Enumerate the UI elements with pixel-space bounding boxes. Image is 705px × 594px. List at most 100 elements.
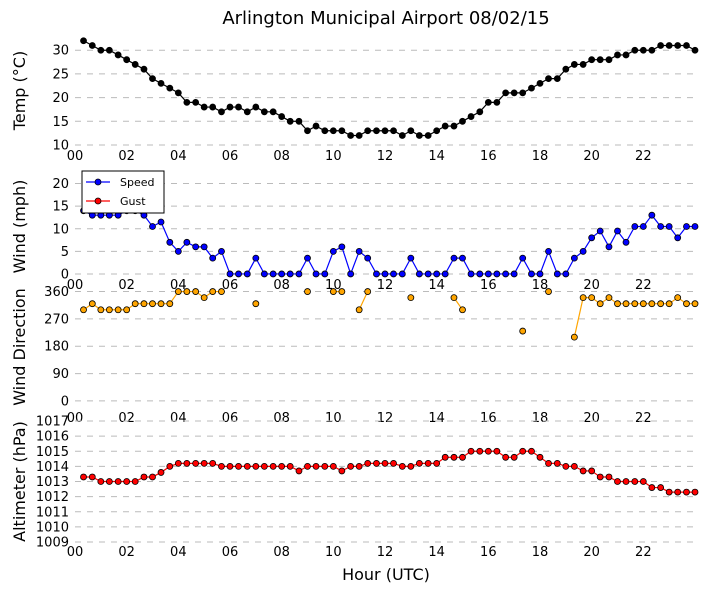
alt-data-point — [226, 462, 234, 470]
alt-x-tick-label: 10 — [325, 545, 342, 560]
wind-x-tick-label: 22 — [635, 278, 652, 293]
temp-x-tick-label: 20 — [583, 149, 600, 164]
alt-data-point — [347, 462, 355, 470]
temp-data-point — [235, 103, 242, 111]
temp-data-point — [174, 89, 182, 97]
dir-data-point — [657, 300, 665, 308]
dir-data-point — [157, 300, 165, 308]
wind-data-point — [683, 223, 690, 230]
alt-data-point — [235, 462, 242, 470]
dir-data-point — [519, 327, 527, 335]
temp-data-point — [407, 127, 415, 135]
alt-x-tick-label: 02 — [118, 545, 135, 560]
temp-data-point — [528, 84, 535, 92]
wind-y-axis-label: Wind (mph) — [10, 180, 29, 274]
alt-y-tick-label: 1011 — [36, 505, 69, 520]
dir-data-point — [200, 294, 208, 302]
panel-dir: 0 90 180 270 360 00 02 04 06 08 10 12 14 16 18 20 22 Wind… — [10, 285, 699, 426]
wind-data-point — [553, 270, 561, 278]
wind-data-point — [588, 234, 596, 242]
temp-data-point — [648, 46, 656, 54]
dir-x-tick-label: 18 — [532, 411, 549, 426]
alt-data-point — [467, 447, 475, 455]
temp-data-point — [605, 56, 613, 64]
temp-data-point — [622, 51, 630, 59]
temp-data-point — [269, 108, 277, 116]
dir-data-point — [614, 300, 621, 308]
alt-y-axis-label: Altimeter (hPa) — [10, 421, 29, 542]
temp-data-point — [286, 117, 294, 125]
alt-data-point — [433, 459, 441, 467]
wind-data-point — [321, 270, 329, 278]
temp-data-point — [657, 42, 665, 49]
temp-data-point — [243, 108, 251, 116]
temp-data-point — [114, 51, 122, 59]
temp-data-point — [364, 127, 372, 135]
wind-data-point — [269, 270, 277, 278]
dir-data-point — [209, 288, 217, 295]
wind-x-tick-label: 02 — [118, 278, 135, 293]
temp-data-point — [510, 89, 518, 97]
temp-data-point — [674, 42, 682, 49]
alt-data-point — [579, 467, 587, 475]
temp-data-point — [88, 42, 96, 49]
dir-data-point — [622, 300, 630, 308]
wind-data-point — [407, 254, 415, 262]
wind-data-point — [562, 270, 570, 278]
alt-data-point — [304, 462, 311, 470]
temp-x-tick-label: 02 — [118, 149, 135, 164]
temp-y-tick-label: 10 — [52, 139, 69, 154]
temp-data-point — [450, 122, 458, 130]
alt-data-point — [570, 462, 578, 470]
wind-data-point — [390, 270, 397, 278]
alt-data-point — [192, 459, 200, 467]
dir-data-point — [252, 300, 260, 308]
temp-y-tick-label: 30 — [52, 44, 69, 59]
alt-data-point — [312, 462, 320, 470]
alt-data-point — [519, 447, 527, 455]
temp-data-point — [614, 51, 621, 59]
wind-x-tick-label: 20 — [583, 278, 600, 293]
dir-data-point — [450, 294, 458, 302]
dir-data-point — [97, 306, 105, 314]
dir-data-point — [105, 306, 113, 314]
wind-data-point — [665, 223, 673, 230]
alt-data-point — [329, 462, 337, 470]
alt-data-point — [364, 459, 372, 467]
temp-data-point — [390, 127, 397, 135]
alt-data-point — [260, 462, 268, 470]
wind-x-tick-label: 04 — [170, 278, 187, 293]
temp-data-point — [278, 113, 286, 120]
wind-data-point — [545, 247, 552, 255]
wind-x-tick-label: 14 — [428, 278, 445, 293]
temp-x-tick-label: 18 — [532, 149, 549, 164]
dir-x-tick-label: 06 — [222, 411, 239, 426]
alt-data-point — [441, 453, 449, 461]
wind-data-point — [450, 254, 458, 262]
dir-x-tick-label: 00 — [67, 411, 84, 426]
temp-data-point — [484, 98, 492, 106]
alt-x-tick-label: 04 — [170, 545, 187, 560]
alt-data-point — [149, 473, 156, 481]
temp-data-point — [123, 56, 131, 64]
wind-data-point — [657, 223, 665, 230]
dir-data-point — [579, 294, 587, 302]
wind-x-tick-label: 00 — [67, 278, 84, 293]
alt-data-point — [321, 462, 329, 470]
temp-data-point — [639, 46, 647, 54]
temp-x-tick-label: 10 — [325, 149, 342, 164]
alt-data-point — [622, 478, 630, 485]
wind-x-tick-label: 12 — [377, 278, 394, 293]
alt-y-tick-label: 1014 — [36, 460, 69, 475]
temp-data-point — [398, 132, 406, 139]
alt-x-tick-label: 20 — [583, 545, 600, 560]
wind-y-tick-label: 10 — [52, 222, 69, 237]
temp-x-tick-label: 22 — [635, 149, 652, 164]
wind-data-point — [166, 238, 174, 246]
dir-y-tick-label: 270 — [44, 312, 69, 327]
wind-data-point — [424, 270, 432, 278]
alt-data-point — [553, 459, 561, 467]
alt-data-point — [484, 447, 492, 455]
temp-x-tick-label: 00 — [67, 149, 84, 164]
dir-data-point — [192, 288, 200, 295]
